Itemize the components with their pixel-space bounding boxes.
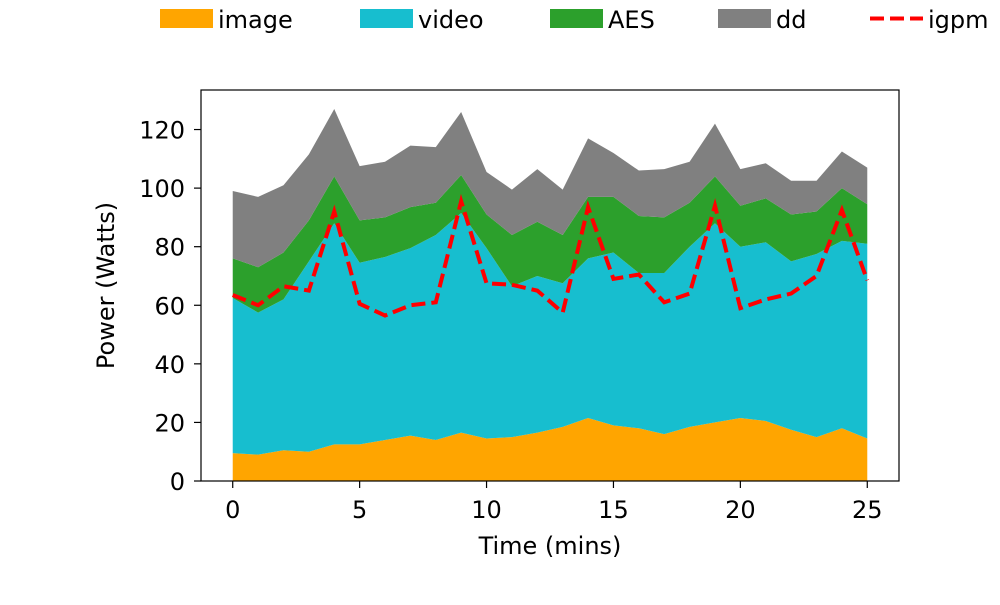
x-tick-label: 25 [852,496,883,524]
area-video [232,213,868,455]
line-igpm [231,193,870,318]
y-tick-label: 20 [154,409,185,437]
x-tick-label: 5 [352,496,367,524]
legend-swatch [718,9,771,28]
x-axis: 0 5 10 15 20 25 [225,481,883,524]
legend-item-video: video [360,6,484,34]
legend-swatch [160,9,213,28]
y-tick-label: 0 [170,468,185,496]
y-axis: 0 20 40 60 80 100 120 [139,117,201,496]
plot-area [231,109,870,481]
legend-label: AES [608,6,655,34]
legend-swatch [550,9,603,28]
x-tick-label: 20 [725,496,756,524]
x-axis-label: Time (mins) [478,532,622,560]
y-tick-label: 120 [139,117,185,145]
area-aes [232,174,868,313]
legend-item-igpm: igpm [870,6,989,34]
area-image [232,418,868,481]
legend-label: image [218,6,293,34]
y-tick-label: 100 [139,175,185,203]
area-dd [232,109,868,268]
x-tick-label: 10 [471,496,502,524]
legend-item-aes: AES [550,6,655,34]
y-tick-label: 80 [154,234,185,262]
legend-swatch [360,9,413,28]
x-tick-label: 0 [225,496,240,524]
legend: image video AES dd igpm [160,6,989,34]
y-axis-label: Power (Watts) [92,202,120,369]
legend-label: dd [776,6,806,34]
y-tick-label: 60 [154,292,185,320]
plot-frame [200,89,900,482]
legend-label: igpm [928,6,989,34]
x-tick-label: 15 [598,496,629,524]
y-tick-label: 40 [154,351,185,379]
legend-item-image: image [160,6,293,34]
legend-item-dd: dd [718,6,806,34]
legend-label: video [418,6,484,34]
